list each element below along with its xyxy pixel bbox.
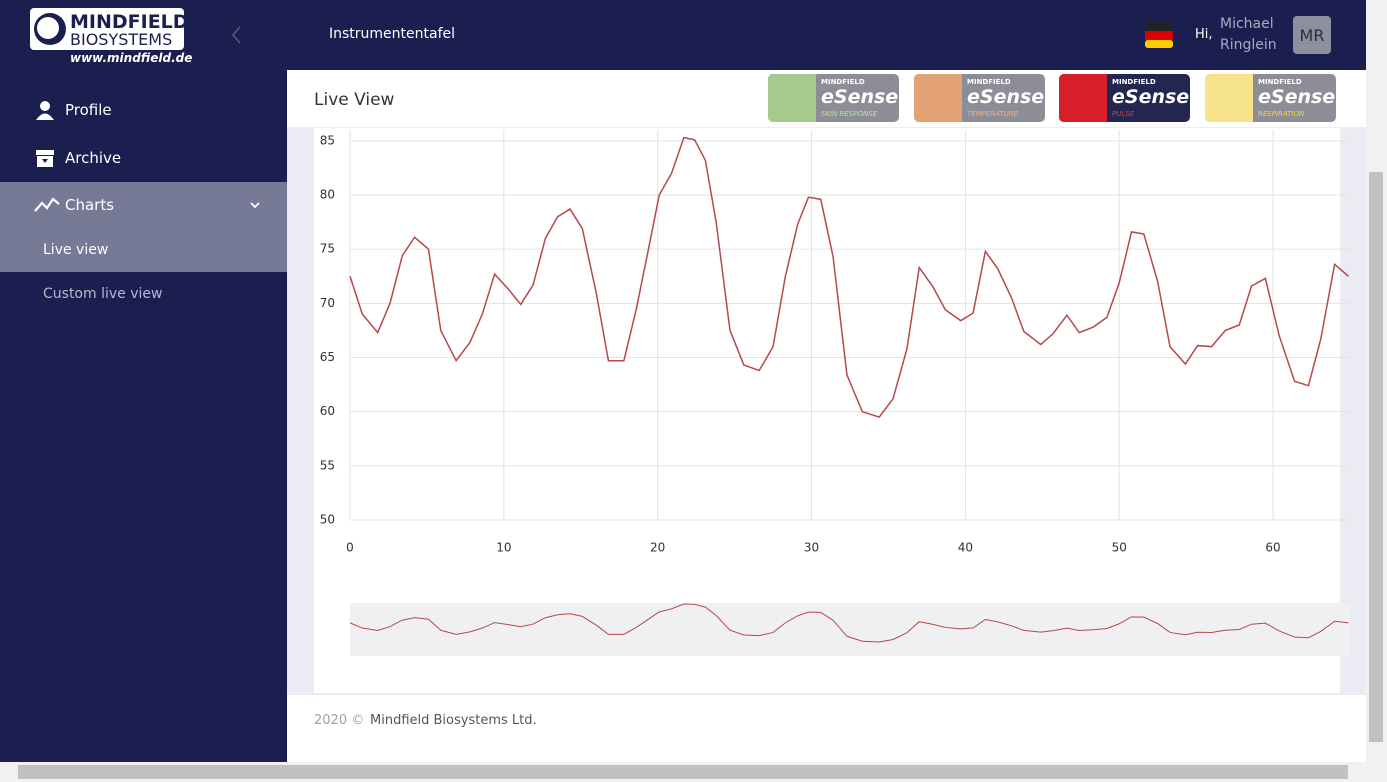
y-tick-label: 60 [320, 404, 335, 418]
chart: 50 55 60 65 70 75 80 85 0 10 20 30 40 50 60 [287, 128, 1366, 695]
greeting: Hi, [1195, 27, 1213, 42]
footer-company: Mindfield Biosystems Ltd. [370, 713, 537, 728]
sensor-badge[interactable]: MINDFIELD eSense RESPIRATION [1205, 74, 1336, 122]
y-tick-label: 65 [320, 350, 335, 364]
user-name: Michael [1220, 16, 1274, 32]
x-tick-label: 10 [496, 541, 511, 555]
submenu-label: Custom live view [43, 286, 163, 302]
scrollbar-thumb[interactable] [1369, 172, 1383, 742]
collapse-button[interactable] [230, 25, 244, 45]
sensor-badge[interactable]: MINDFIELD eSense TEMPERATURE [914, 74, 1045, 122]
content-title: Live View [314, 90, 395, 110]
badge-sub: TEMPERATURE [967, 110, 1019, 118]
page-heading: Instrumententafel [329, 26, 456, 42]
badge-brand: MINDFIELD [1258, 78, 1302, 86]
content-header: Live View MINDFIELD eSense SKIN RESPONSE M… [287, 70, 1366, 128]
scrollbar-thumb[interactable] [18, 765, 1348, 779]
y-tick-label: 80 [320, 188, 335, 202]
logo-url: www.mindfield.de [70, 51, 193, 65]
badge-brand: MINDFIELD [1112, 78, 1156, 86]
logo-head [34, 13, 66, 45]
y-tick-label: 70 [320, 296, 335, 310]
menu-label: Charts [65, 196, 115, 214]
y-tick-label: 75 [320, 242, 335, 256]
badge-sub: PULSE [1112, 110, 1135, 118]
badge-name: eSense [821, 86, 899, 108]
data-line [349, 136, 1349, 418]
y-tick-label: 55 [320, 458, 335, 472]
y-tick-label: 50 [320, 513, 335, 527]
chevron [250, 202, 260, 209]
badge-name: eSense [1258, 86, 1336, 108]
submenu-item[interactable]: Live view [0, 228, 287, 272]
icon [36, 101, 54, 120]
submenu-item[interactable]: Custom live view [0, 272, 287, 316]
x-tick-label: 50 [1112, 541, 1127, 555]
badge-brand: MINDFIELD [967, 78, 1011, 86]
avatar[interactable]: MR [1293, 16, 1331, 54]
logo[interactable]: MINDFIELD BIOSYSTEMS [30, 8, 189, 50]
menu-item[interactable]: Archive [0, 135, 287, 181]
x-tick-label: 30 [804, 541, 819, 555]
badge-name: eSense [967, 86, 1045, 108]
language-flag[interactable] [1145, 21, 1173, 49]
topbar: Instrumententafel Hi, Michael Ringlein M… [231, 0, 1366, 70]
badge-sub: RESPIRATION [1258, 110, 1305, 118]
footer-year: 2020 © [314, 713, 365, 728]
badge-name: eSense [1112, 86, 1190, 108]
logo-text: MINDFIELD [70, 11, 189, 33]
menu-item[interactable]: Charts [0, 182, 287, 228]
icon [36, 150, 54, 167]
x-tick-label: 60 [1265, 541, 1280, 555]
logo-text: BIOSYSTEMS [70, 30, 173, 49]
menu-label: Archive [65, 149, 122, 167]
scrollbar-horizontal[interactable] [0, 762, 1387, 782]
menu-item[interactable]: Profile [0, 87, 287, 133]
badge-sub: SKIN RESPONSE [821, 110, 878, 118]
x-tick-label: 40 [958, 541, 973, 555]
icon [34, 197, 60, 212]
badge-brand: MINDFIELD [821, 78, 865, 86]
footer: 2020 © Mindfield Biosystems Ltd. [287, 695, 1366, 762]
y-tick-label: 85 [320, 133, 335, 147]
navigator-line [349, 603, 1349, 643]
navigator[interactable] [350, 603, 1350, 656]
chart-panel [314, 128, 1340, 693]
x-tick-label: 0 [346, 541, 354, 555]
x-tick-label: 20 [650, 541, 665, 555]
user-name: Ringlein [1220, 37, 1277, 53]
sidebar: MINDFIELD BIOSYSTEMS www.mindfield.de Pr… [0, 0, 287, 762]
sensor-badge[interactable]: MINDFIELD eSense PULSE [1059, 74, 1190, 122]
scrollbar-vertical[interactable] [1366, 0, 1387, 762]
submenu-label: Live view [43, 242, 109, 258]
menu-label: Profile [65, 101, 112, 119]
sensor-badge[interactable]: MINDFIELD eSense SKIN RESPONSE [768, 74, 899, 122]
